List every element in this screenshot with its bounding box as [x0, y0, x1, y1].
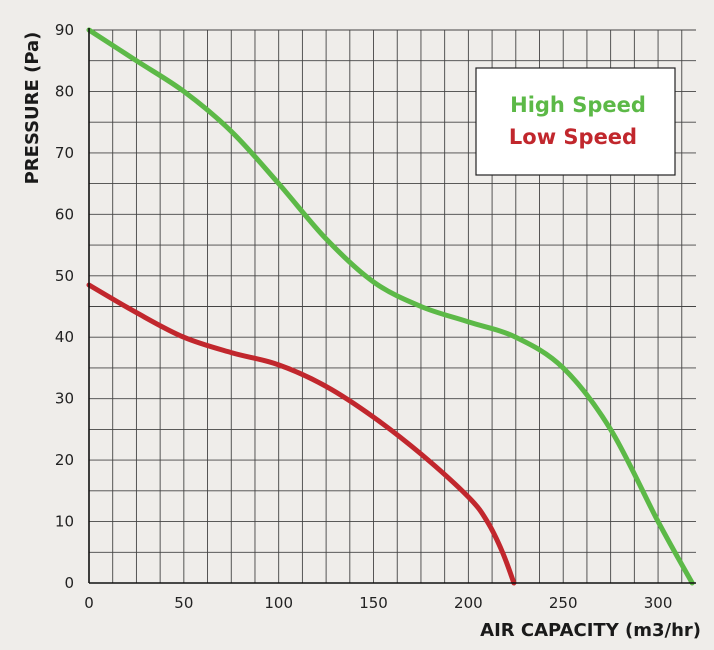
y-tick-label: 20	[55, 451, 74, 469]
x-tick-label: 300	[644, 594, 673, 612]
y-tick-label: 70	[55, 144, 74, 162]
y-tick-label: 50	[55, 267, 74, 285]
legend-entry-high-speed: High Speed	[510, 93, 646, 117]
y-tick-label: 30	[55, 390, 74, 408]
y-tick-label: 90	[55, 21, 74, 39]
y-tick-label: 60	[55, 205, 74, 223]
x-tick-label: 50	[174, 594, 193, 612]
x-tick-label: 150	[359, 594, 388, 612]
legend-box	[475, 67, 676, 176]
series-line-high-speed	[86, 27, 695, 586]
y-tick-label: 10	[55, 513, 74, 531]
chart-grid	[88, 29, 696, 584]
x-tick-label: 0	[84, 594, 94, 612]
series-line-low-speed	[86, 282, 517, 586]
y-tick-label: 80	[55, 82, 74, 100]
legend: High Speed Low Speed	[475, 67, 676, 176]
y-tick-label: 0	[64, 574, 74, 592]
legend-entry-low-speed: Low Speed	[509, 125, 637, 149]
x-tick-label: 250	[549, 594, 578, 612]
chart-series	[86, 27, 695, 586]
y-axis-title: PRESSURE (Pa)	[22, 32, 43, 185]
chart-axes	[88, 28, 696, 584]
x-tick-label: 100	[264, 594, 293, 612]
x-tick-label: 200	[454, 594, 483, 612]
y-tick-label: 40	[55, 328, 74, 346]
chart-tick-labels: 0 50 100 150 200 250 300 0 10 20 30 40 50 60 70 80 90	[55, 21, 672, 612]
x-axis-title: AIR CAPACITY (m3/hr)	[480, 620, 701, 641]
